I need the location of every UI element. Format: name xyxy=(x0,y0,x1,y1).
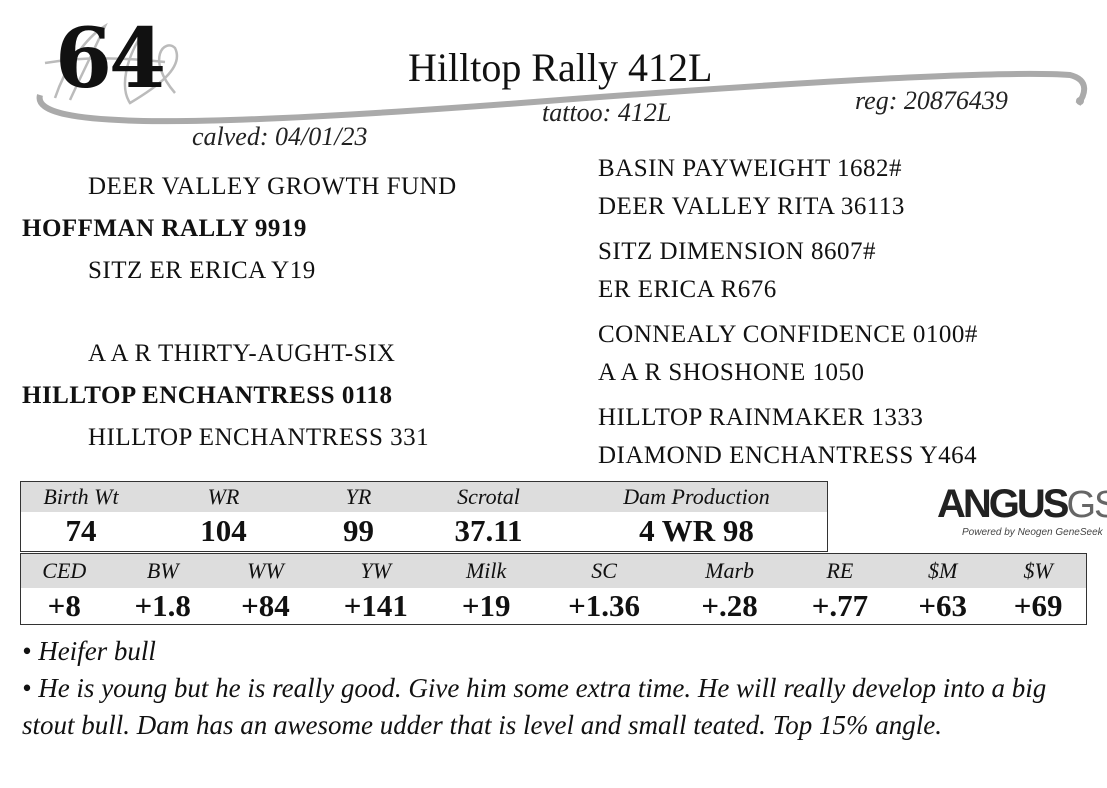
ancestor: ER ERICA R676 xyxy=(598,276,777,303)
epd-value: +19 xyxy=(461,587,511,623)
header-swoosh xyxy=(36,70,1088,125)
epd-header: Milk xyxy=(438,553,534,588)
value-cell: 99 xyxy=(343,513,374,549)
ancestor: BASIN PAYWEIGHT 1682# xyxy=(598,155,903,182)
header-cell: Birth Wt xyxy=(20,481,141,512)
epd-value: +.77 xyxy=(811,587,869,623)
tattoo: tattoo: 412L xyxy=(542,98,672,127)
sire: HOFFMAN RALLY 9919 xyxy=(22,215,307,242)
value-cell: 104 xyxy=(200,513,247,549)
epd-value: +63 xyxy=(918,587,968,623)
ancestor: HILLTOP RAINMAKER 1333 xyxy=(598,404,924,431)
epd-value: +8 xyxy=(47,587,81,623)
header-cell: Dam Production xyxy=(566,481,828,512)
lot-number: 64 xyxy=(55,11,166,107)
ancestor: DEER VALLEY RITA 36113 xyxy=(598,193,905,220)
note-item: • He is young but he is really good. Giv… xyxy=(22,673,1047,740)
epd-table: CED BW WW YW Milk SC Marb RE $M $W +8 +1… xyxy=(20,553,1087,625)
epd-value: +1.36 xyxy=(568,587,641,623)
epd-value: +69 xyxy=(1013,587,1063,623)
registration: reg: 20876439 xyxy=(855,86,1008,115)
epd-header: WW xyxy=(217,553,314,588)
sire-dam: SITZ ER ERICA Y19 xyxy=(88,257,316,284)
sire-sire: DEER VALLEY GROWTH FUND xyxy=(88,173,457,200)
angus-logo-main: ANGUS xyxy=(937,482,1069,526)
value-cell: 37.11 xyxy=(454,513,523,549)
calved-date: calved: 04/01/23 xyxy=(192,122,368,151)
note-item: • Heifer bull xyxy=(22,636,156,666)
performance-table: Birth Wt WR YR Scrotal Dam Production 74… xyxy=(20,481,828,552)
epd-header: SC xyxy=(533,553,675,588)
header-cell: YR xyxy=(306,481,411,512)
epd-header: $W xyxy=(990,553,1087,588)
header-cell: Scrotal xyxy=(411,481,566,512)
epd-value: +1.8 xyxy=(134,587,191,623)
epd-value: +141 xyxy=(343,587,408,623)
epd-value: +.28 xyxy=(701,587,758,623)
dam-sire: A A R THIRTY-AUGHT-SIX xyxy=(88,340,396,367)
epd-header: RE xyxy=(784,553,896,588)
angus-logo-tagline: Powered by Neogen GeneSeek xyxy=(962,527,1103,538)
ancestor: SITZ DIMENSION 8607# xyxy=(598,238,877,265)
value-cell: 4 WR 98 xyxy=(639,513,754,549)
dam: HILLTOP ENCHANTRESS 0118 xyxy=(22,382,393,409)
epd-header: BW xyxy=(107,553,218,588)
notes: • Heifer bull • He is young but he is re… xyxy=(22,633,1092,744)
epd-header: Marb xyxy=(674,553,785,588)
epd-header: $M xyxy=(895,553,991,588)
epd-value: +84 xyxy=(241,587,290,623)
dam-dam: HILLTOP ENCHANTRESS 331 xyxy=(88,424,430,451)
header-cell: WR xyxy=(141,481,306,512)
epd-header: CED xyxy=(20,553,108,588)
ancestor: CONNEALY CONFIDENCE 0100# xyxy=(598,321,978,348)
ancestor: DIAMOND ENCHANTRESS Y464 xyxy=(598,442,978,469)
animal-name: Hilltop Rally 412L xyxy=(408,45,713,90)
angus-gs-logo: ANGUSGS Powered by Neogen GeneSeek xyxy=(937,482,1107,539)
farm-logo-script xyxy=(44,22,179,105)
epd-header: YW xyxy=(313,553,439,588)
value-cell: 74 xyxy=(65,513,97,549)
angus-logo-suffix: GS xyxy=(1066,484,1107,526)
ancestor: A A R SHOSHONE 1050 xyxy=(598,359,865,386)
